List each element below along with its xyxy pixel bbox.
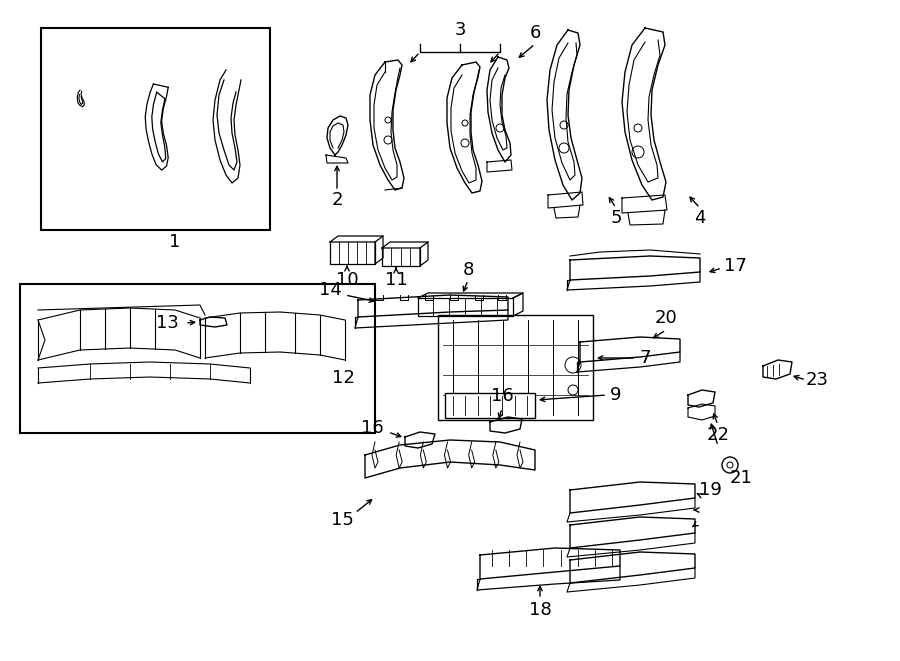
Text: 10: 10 (336, 271, 358, 289)
Text: 14: 14 (319, 281, 341, 299)
Text: 6: 6 (529, 24, 541, 42)
Text: 2: 2 (331, 191, 343, 209)
Text: 23: 23 (806, 371, 829, 389)
Bar (445, 393, 535, 418)
Text: 22: 22 (706, 426, 730, 444)
Bar (41, 28, 270, 230)
Text: 4: 4 (694, 209, 706, 227)
Text: 3: 3 (454, 21, 466, 39)
Text: 16: 16 (361, 419, 383, 437)
Text: 13: 13 (156, 314, 178, 332)
Text: 1: 1 (169, 233, 181, 251)
Text: 5: 5 (610, 209, 622, 227)
Text: 7: 7 (639, 349, 651, 367)
Bar (20, 284, 375, 433)
Text: 19: 19 (698, 481, 722, 499)
Text: 21: 21 (730, 469, 752, 487)
Text: 9: 9 (610, 386, 622, 404)
Text: 18: 18 (528, 601, 552, 619)
Text: 20: 20 (654, 309, 678, 327)
Text: 11: 11 (384, 271, 408, 289)
Bar (438, 315, 593, 420)
Text: 15: 15 (330, 511, 354, 529)
Text: 12: 12 (331, 369, 355, 387)
Text: 8: 8 (463, 261, 473, 279)
Text: 16: 16 (491, 387, 513, 405)
Text: 17: 17 (724, 257, 746, 275)
